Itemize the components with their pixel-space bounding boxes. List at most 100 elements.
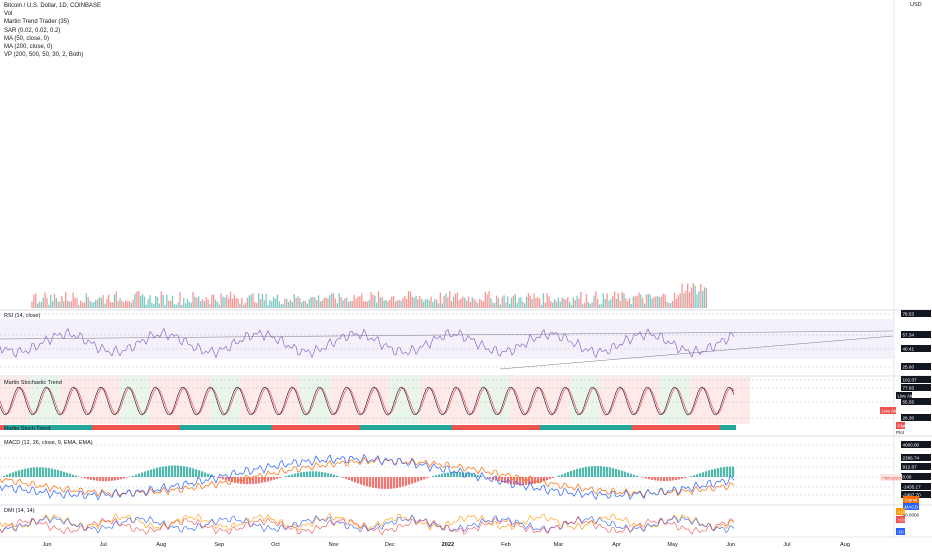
macd-histogram-bar <box>126 477 128 478</box>
macd-histogram-bar <box>348 477 350 480</box>
indicator-vp[interactable]: VP (200, 500, 50, 30, 2, Both) <box>4 51 101 59</box>
volume-bar <box>487 294 488 308</box>
stoch-trend-bar <box>392 425 396 430</box>
indicator-sar[interactable]: SAR (0.02, 0.02, 0.2) <box>4 27 101 35</box>
volume-bar <box>363 301 364 308</box>
time-tick: Feb <box>501 542 511 548</box>
stoch-trend-bar <box>208 425 212 430</box>
volume-bar <box>457 293 458 308</box>
volume-bar <box>680 293 681 308</box>
stoch-live-tag: Live Alert <box>898 394 918 399</box>
stoch-trend-bar <box>300 425 304 430</box>
volume-bar <box>93 302 94 308</box>
volume-bar <box>172 296 173 308</box>
volume-bar <box>80 301 81 308</box>
stoch-trend-bar <box>584 425 588 430</box>
macd-histogram-bar <box>198 470 200 477</box>
indicator-ma50[interactable]: MA (50, close, 0) <box>4 35 101 43</box>
volume-bar <box>370 292 371 308</box>
stoch-trend-bar <box>368 425 372 430</box>
macd-histogram-bar <box>156 468 158 477</box>
volume-bar <box>329 295 330 308</box>
volume-bar <box>277 294 278 308</box>
macd-histogram-bar <box>702 472 704 477</box>
volume-bar <box>71 301 72 308</box>
volume-bar <box>693 283 694 308</box>
stoch-zone <box>420 377 450 424</box>
macd-histogram-bar <box>270 477 272 481</box>
stoch-trend-bar <box>120 425 124 430</box>
volume-bar <box>204 301 205 308</box>
volume-bar <box>108 294 109 308</box>
stoch-trend-bar <box>684 425 688 430</box>
volume-bar <box>61 296 62 308</box>
time-tick: May <box>667 542 678 548</box>
volume-bar <box>46 298 47 308</box>
stoch-trend-bar <box>588 425 592 430</box>
volume-bar <box>541 305 542 308</box>
rsi-title[interactable]: RSI (14, close) <box>4 313 40 319</box>
macd-histogram-bar <box>363 477 365 485</box>
volume-bar <box>226 295 227 308</box>
volume-bar <box>191 303 192 308</box>
macd-histogram-bar <box>582 467 584 477</box>
volume-bar <box>605 299 606 308</box>
volume-bar <box>134 294 135 308</box>
volume-bar <box>430 297 431 308</box>
volume-bar <box>346 298 347 308</box>
volume-bar <box>125 301 126 308</box>
stoch-trend-bar <box>596 425 600 430</box>
volume-bar <box>43 298 44 308</box>
macd-histogram-bar <box>321 472 323 477</box>
volume-bar <box>129 301 130 308</box>
macd-tag: 2366.74 <box>903 456 920 461</box>
stoch-trend-bar <box>320 425 324 430</box>
stoch-trend-bar <box>720 425 724 430</box>
macd-histogram-bar <box>291 474 293 477</box>
volume-bar <box>52 301 53 308</box>
volume-bar <box>618 293 619 308</box>
indicator-martin-trend[interactable]: Martin Trend Trader (35) <box>4 18 101 26</box>
stoch-trend-bar <box>324 425 328 430</box>
stoch-trend-bar <box>116 425 120 430</box>
rsi-tag: 57.34 <box>903 333 915 338</box>
macd-histogram-bar <box>663 477 665 481</box>
volume-bar <box>524 303 525 308</box>
volume-bar <box>475 301 476 308</box>
macd-histogram-bar <box>360 477 362 484</box>
indicator-vol[interactable]: Vol <box>4 10 101 18</box>
indicator-ma200[interactable]: MA (200, close, 0) <box>4 43 101 51</box>
volume-bar <box>67 301 68 308</box>
macd-histogram-bar <box>576 469 578 477</box>
stoch-zone <box>510 377 540 424</box>
volume-bar <box>192 292 193 308</box>
macd-histogram-bar <box>381 477 383 489</box>
symbol-title[interactable]: Bitcoin / U.S. Dollar, 1D, COINBASE <box>4 2 101 10</box>
volume-bar <box>635 296 636 308</box>
volume-bar <box>340 297 341 308</box>
volume-bar <box>496 296 497 308</box>
volume-bar <box>73 293 74 308</box>
volume-bar <box>198 296 199 308</box>
stoch-trend-bar <box>84 425 88 430</box>
volume-bar <box>241 298 242 308</box>
stoch-trend-bar <box>52 425 56 430</box>
volume-bar <box>367 302 368 308</box>
dmi-minus-tag: -DI <box>898 530 904 535</box>
stoch-trend-bar <box>352 425 356 430</box>
macd-title[interactable]: MACD (12, 26, close, 9, EMA, EMA) <box>4 440 93 446</box>
volume-bar <box>224 297 225 308</box>
dmi-title[interactable]: DMI (14, 14) <box>4 508 35 514</box>
macd-histogram-bar <box>609 467 611 477</box>
stoch-trend-bar <box>136 425 140 430</box>
stoch-trend-bar <box>488 425 492 430</box>
macd-histogram-bar <box>168 466 170 477</box>
volume-bar <box>640 295 641 308</box>
macd-histogram-bar <box>3 476 5 477</box>
volume-bar <box>651 298 652 308</box>
volume-bar <box>584 303 585 308</box>
stoch-title[interactable]: Martin Stochastic Trend <box>4 380 62 386</box>
volume-bar <box>136 292 137 308</box>
